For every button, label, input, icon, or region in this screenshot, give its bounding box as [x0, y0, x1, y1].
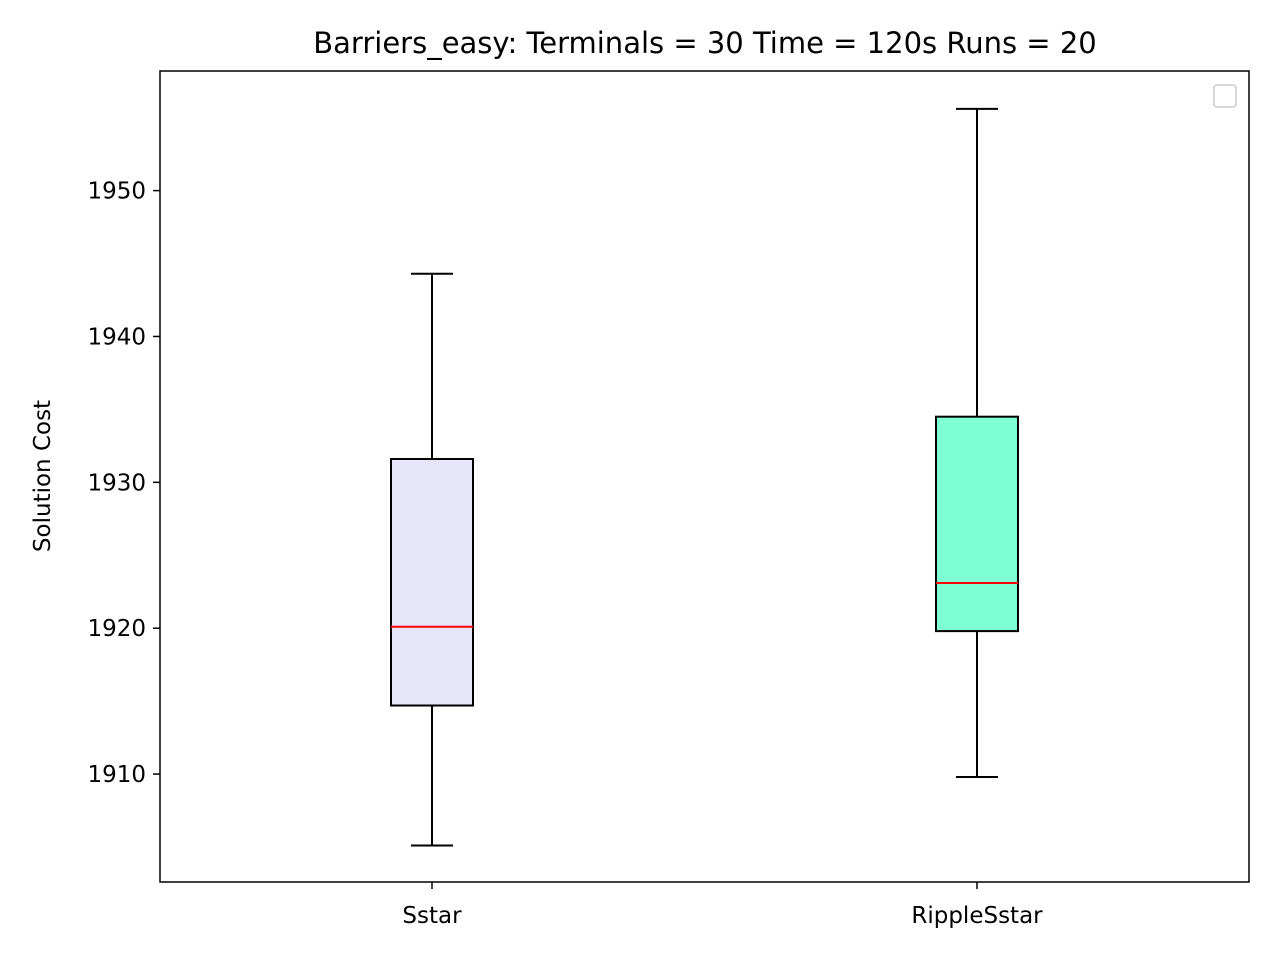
box-1 [390, 272, 474, 847]
y-tick-label: 1930 [87, 470, 146, 496]
x-tick-label: RippleSstar [911, 903, 1043, 929]
y-tick-label: 1950 [87, 179, 146, 205]
box-iqr [390, 457, 474, 707]
plot-area [159, 70, 1250, 883]
empty-legend-box [1213, 84, 1237, 108]
y-tick-label: 1920 [87, 616, 146, 642]
box-series [390, 107, 1019, 847]
y-axis-label: Solution Cost [30, 400, 56, 552]
box-iqr [935, 415, 1019, 633]
x-tick-label: Sstar [402, 903, 462, 929]
x-axis-ticks: Sstar RippleSstar [402, 882, 1043, 929]
y-tick-label: 1940 [87, 324, 146, 350]
chart-title: Barriers_easy: Terminals = 30 Time = 120… [313, 26, 1096, 60]
y-tick-label: 1910 [87, 762, 146, 788]
box-2 [935, 107, 1019, 778]
y-axis-ticks: 1910 1920 1930 1940 1950 [87, 179, 160, 788]
